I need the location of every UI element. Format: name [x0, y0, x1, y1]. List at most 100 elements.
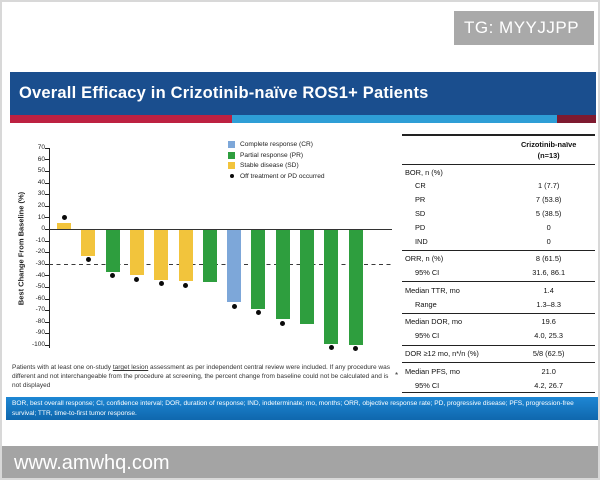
table-row-label: 95% CI: [415, 380, 440, 390]
waterfall-bar-sd: [154, 230, 169, 280]
table-header-spacer: [402, 139, 502, 161]
table-row-value: 7 (53.8): [535, 195, 562, 205]
table-row-label: DOR ≥12 mo, n*/n (%): [405, 348, 479, 358]
legend-item: Off treatment or PD occurred: [228, 173, 325, 180]
table-row: ORR, n (%) 8 (61.5): [402, 249, 595, 266]
y-tick-mark: [45, 229, 49, 230]
off-treatment-dot: [61, 215, 67, 221]
y-tick-mark: [45, 252, 49, 254]
y-tick-mark: [45, 159, 49, 161]
waterfall-bar-pr: [348, 230, 363, 345]
stripe-maroon-segment: [557, 115, 596, 123]
waterfall-bar-cr: [227, 230, 242, 302]
table-row: PR 7 (53.8): [402, 193, 595, 207]
y-axis-title: Best Change From Baseline (%): [16, 191, 26, 306]
y-tick-mark: [45, 205, 49, 207]
waterfall-bar-sd: [129, 230, 144, 276]
waterfall-bar-pr: [105, 230, 120, 272]
table-row-value: 19.6: [541, 317, 556, 327]
table-row-value: 0: [546, 236, 551, 246]
table-row-value: 5/8 (62.5): [532, 348, 565, 358]
y-tick-label: 30: [37, 190, 45, 198]
off-treatment-dot: [110, 273, 116, 279]
y-tick-label: 20: [37, 202, 45, 210]
legend-swatch-icon: [228, 141, 235, 148]
legend-item: Stable disease (SD): [228, 162, 325, 169]
tg-watermark-badge: TG: MYYJJPP: [454, 11, 594, 45]
y-tick-mark: [45, 240, 49, 242]
legend-item-label: Complete response (CR): [240, 141, 313, 148]
table-row-value: 4.0, 25.3: [534, 331, 564, 341]
y-tick-mark: [45, 321, 49, 323]
footnote-underlined-text: target lesion: [112, 364, 149, 371]
footnote-text: Patients with at least one on-study: [12, 364, 113, 371]
y-tick-mark: [45, 182, 49, 184]
legend-item: Complete response (CR): [228, 141, 325, 148]
off-treatment-dot: [280, 320, 286, 326]
table-row: Median TTR, mo 1.4: [402, 281, 595, 297]
waterfall-bar-pr: [251, 230, 266, 309]
title-accent-stripe: [10, 115, 596, 123]
y-tick-label: -100: [31, 341, 45, 349]
y-tick-label: -40: [35, 271, 45, 279]
table-row-label: PR: [415, 195, 426, 205]
off-treatment-dot: [255, 310, 261, 316]
slide-title-bar: Overall Efficacy in Crizotinib-naïve ROS…: [10, 72, 596, 115]
waterfall-bar-pr: [324, 230, 339, 344]
table-row-label: 95% CI: [415, 331, 440, 341]
table-row-label: CR: [415, 181, 426, 191]
off-treatment-dot: [134, 276, 140, 282]
y-tick-mark: [45, 275, 49, 277]
asterisk-marker: *: [395, 371, 399, 380]
y-tick-mark: [45, 171, 49, 173]
off-treatment-dot: [85, 257, 91, 263]
legend-item: Partial response (PR): [228, 151, 325, 159]
y-tick-label: -90: [35, 329, 45, 337]
waterfall-bar-pr: [300, 230, 314, 325]
table-row: 95% CI 4.2, 26.7: [402, 378, 595, 392]
table-row-value: 4.2, 26.7: [534, 380, 564, 390]
y-tick-mark: [45, 333, 49, 335]
abbreviations-bar: BOR, best overall response; CI, confiden…: [6, 397, 598, 420]
table-row-value: 1 (7.7): [537, 181, 560, 191]
table-row-value: 21.0: [541, 366, 556, 376]
table-row: 95% CI 4.0, 25.3: [402, 329, 595, 343]
table-row: Range 1.3–8.3: [402, 297, 595, 311]
table-row-value: [502, 168, 595, 177]
site-watermark-bar: www.amwhq.com: [2, 446, 598, 478]
y-tick-mark: [45, 194, 49, 196]
y-tick-label: 40: [37, 178, 45, 186]
legend-item-label: Stable disease (SD): [240, 162, 299, 169]
waterfall-bar-sd: [57, 223, 71, 229]
y-tick-label: -80: [35, 317, 45, 325]
y-tick-label: -10: [35, 236, 45, 244]
table-row-label: Median TTR, mo: [405, 285, 460, 295]
table-row: PD 0: [402, 220, 595, 234]
off-treatment-dot: [158, 281, 164, 287]
y-tick-label: 10: [37, 213, 45, 221]
table-row-value: 0: [546, 222, 551, 232]
y-tick-label: -30: [35, 259, 45, 267]
legend-swatch-icon: [228, 151, 235, 159]
table-row-label: SD: [415, 208, 426, 218]
legend-item-label: Off treatment or PD occurred: [240, 172, 325, 180]
legend-swatch-icon: [228, 162, 235, 169]
y-tick-label: -60: [35, 294, 45, 302]
legend-item-label: Partial response (PR): [240, 151, 304, 159]
off-treatment-dot: [231, 303, 237, 309]
table-row-value: 1.4: [543, 285, 554, 295]
table-row: CR 1 (7.7): [402, 179, 595, 193]
waterfall-bar-pr: [275, 230, 290, 320]
zero-baseline: [49, 229, 392, 230]
table-row: SD 5 (38.5): [402, 207, 595, 221]
minus-30-reference-line: [49, 263, 392, 266]
y-tick-mark: [45, 147, 49, 149]
off-treatment-dot-icon: [229, 174, 234, 178]
y-tick-label: -50: [35, 283, 45, 291]
y-tick-label: 60: [37, 155, 45, 163]
off-treatment-dot: [183, 282, 188, 288]
table-row: IND 0: [402, 234, 595, 248]
table-row-value: 1.3–8.3: [536, 299, 561, 309]
waterfall-bar-pr: [202, 230, 217, 283]
